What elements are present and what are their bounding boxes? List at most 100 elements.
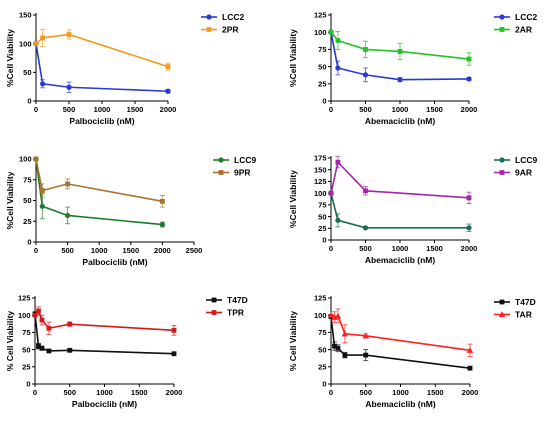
x-axis-label: Palbociclib (nM) — [69, 116, 134, 126]
x-tick-label: 1500 — [122, 246, 139, 255]
data-point — [39, 345, 45, 351]
legend-entry-TPR: TPR — [206, 308, 244, 318]
x-tick-label: 2000 — [154, 246, 171, 255]
data-point — [65, 181, 70, 187]
series-line — [330, 314, 471, 352]
y-axis-label: %Cell Viability — [5, 29, 15, 87]
data-point — [327, 312, 335, 318]
data-point — [342, 352, 348, 358]
legend-marker — [206, 14, 212, 20]
data-point — [466, 56, 472, 62]
data-point — [160, 198, 165, 204]
data-point — [335, 345, 341, 351]
y-tick-label: 100 — [314, 311, 327, 320]
y-axis-label: %Cell Viability — [288, 29, 298, 87]
series-TPR — [32, 306, 177, 336]
x-tick-label: 500 — [61, 246, 74, 255]
legend-marker — [499, 299, 505, 305]
x-axis-label: Palbociclib (nM) — [82, 257, 147, 267]
x-tick-label: 0 — [34, 105, 38, 114]
legend-marker — [218, 170, 224, 175]
data-point — [466, 347, 474, 353]
x-tick-label: 1500 — [426, 244, 443, 253]
legend-marker — [499, 14, 505, 20]
data-point — [67, 347, 73, 353]
x-tick-label: 2500 — [186, 246, 203, 255]
y-tick-label: 50 — [23, 196, 31, 205]
series-TAR — [327, 308, 474, 357]
legend-entry-LCC9: LCC9 — [213, 155, 256, 165]
data-point — [466, 195, 472, 201]
data-point — [40, 81, 46, 87]
x-tick-label: 0 — [329, 105, 333, 114]
chart-panel-2: 0 25 50 75 100 125 0 500 1000 1500 2000 Abemaciclib… — [288, 11, 537, 126]
data-point — [36, 308, 41, 314]
x-tick-label: 0 — [329, 244, 333, 253]
legend-label: TPR — [227, 308, 244, 318]
data-point — [362, 72, 369, 78]
legend-label: LCC9 — [234, 155, 256, 165]
series-line — [330, 192, 469, 229]
series-2AR — [328, 29, 472, 66]
x-tick-label: 2000 — [461, 244, 478, 253]
data-point — [39, 203, 45, 209]
data-point — [335, 38, 341, 43]
legend-marker — [499, 157, 505, 163]
y-tick-label: 125 — [18, 294, 31, 303]
data-point — [335, 159, 341, 165]
legend-label: LCC9 — [515, 155, 537, 165]
x-tick-label: 500 — [359, 388, 372, 397]
data-point — [39, 317, 45, 323]
legend-marker — [211, 297, 217, 303]
y-tick-label: 175 — [314, 154, 327, 163]
x-tick-label: 1500 — [127, 105, 144, 114]
legend-marker — [498, 311, 506, 318]
series-LCC9 — [33, 156, 165, 228]
data-point — [332, 343, 337, 349]
x-tick-label: 500 — [359, 105, 372, 114]
x-tick-label: 2000 — [160, 105, 177, 114]
y-tick-label: 50 — [23, 68, 31, 77]
legend-marker — [499, 170, 505, 175]
series-line — [35, 158, 163, 203]
x-tick-label: 1000 — [94, 105, 111, 114]
chart-panel-6: 0 25 50 75 100 125 0 500 1000 1500 2000 Abemaciclib… — [288, 294, 536, 409]
data-point — [171, 351, 177, 357]
legend-label: LCC2 — [222, 12, 244, 22]
data-point — [466, 225, 472, 231]
data-point — [362, 332, 369, 339]
y-tick-label: 100 — [19, 39, 32, 48]
y-tick-label: 25 — [22, 363, 30, 372]
x-tick-label: 0 — [329, 388, 333, 397]
y-tick-label: 100 — [18, 311, 31, 320]
x-tick-label: 2000 — [461, 105, 478, 114]
legend-label: TAR — [515, 310, 532, 320]
y-axis-label: %Cell Viability — [5, 171, 15, 229]
x-tick-label: 500 — [63, 105, 76, 114]
series-line — [34, 309, 175, 332]
data-point — [334, 312, 342, 319]
data-point — [66, 32, 72, 37]
series-9AR — [328, 156, 472, 204]
x-tick-label: 500 — [359, 244, 372, 253]
data-point — [165, 88, 171, 94]
legend-label: T47D — [227, 295, 248, 305]
legend-entry-9AR: 9AR — [494, 168, 532, 178]
y-tick-label: 0 — [322, 236, 326, 245]
data-point — [466, 76, 472, 82]
series-2PR — [33, 28, 171, 71]
chart-panel-5: 0 25 50 75 100 125 0 500 1000 1500 2000 Palbociclib… — [5, 294, 248, 409]
series-line — [35, 33, 169, 68]
data-point — [397, 49, 403, 54]
data-point — [159, 221, 165, 228]
x-tick-label: 1000 — [392, 244, 409, 253]
y-tick-label: 25 — [318, 363, 326, 372]
data-point — [363, 188, 368, 194]
legend-entry-T47D: T47D — [206, 295, 248, 305]
x-tick-label: 0 — [33, 388, 37, 397]
y-tick-label: 125 — [314, 177, 327, 186]
legend-entry-LCC2: LCC2 — [494, 12, 537, 22]
